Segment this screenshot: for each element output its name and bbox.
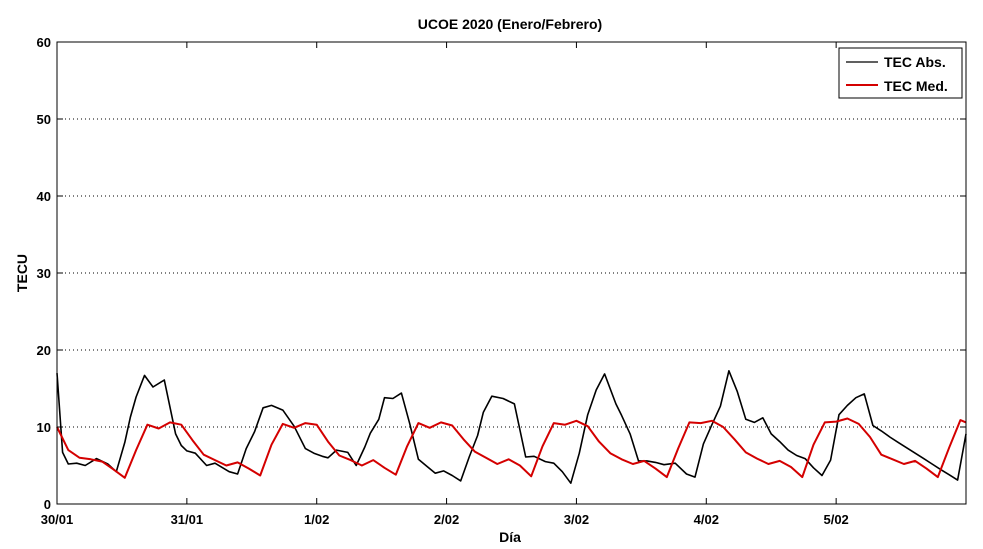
- x-tick-label: 2/02: [434, 512, 459, 527]
- y-tick-label: 0: [44, 497, 51, 512]
- y-tick-label: 60: [37, 35, 51, 50]
- x-tick-label: 31/01: [171, 512, 204, 527]
- y-tick-label: 40: [37, 189, 51, 204]
- chart-title: UCOE 2020 (Enero/Febrero): [418, 16, 602, 32]
- axis-ticks: 0 10 20 30 40 50 60 30/01 31/01 1/02 2/02 3/02 4/02 5…: [37, 35, 966, 527]
- x-tick-label: 5/02: [823, 512, 848, 527]
- legend: TEC Abs. TEC Med.: [838, 47, 963, 99]
- series-line-tec-abs: [56, 369, 967, 485]
- x-axis-label: Día: [499, 529, 521, 545]
- y-tick-label: 50: [37, 112, 51, 127]
- legend-label-tec-abs: TEC Abs.: [884, 54, 946, 70]
- legend-box: [838, 47, 963, 99]
- y-tick-label: 20: [37, 343, 51, 358]
- y-tick-label: 30: [37, 266, 51, 281]
- series-line-tec-med: [56, 417, 967, 479]
- legend-label-tec-med: TEC Med.: [884, 78, 948, 94]
- y-tick-label: 10: [37, 420, 51, 435]
- x-tick-label: 1/02: [304, 512, 329, 527]
- x-tick-label: 30/01: [41, 512, 74, 527]
- x-tick-label: 3/02: [564, 512, 589, 527]
- series-layer: [56, 369, 967, 485]
- x-tick-label: 4/02: [694, 512, 719, 527]
- y-axis-label: TECU: [14, 254, 30, 292]
